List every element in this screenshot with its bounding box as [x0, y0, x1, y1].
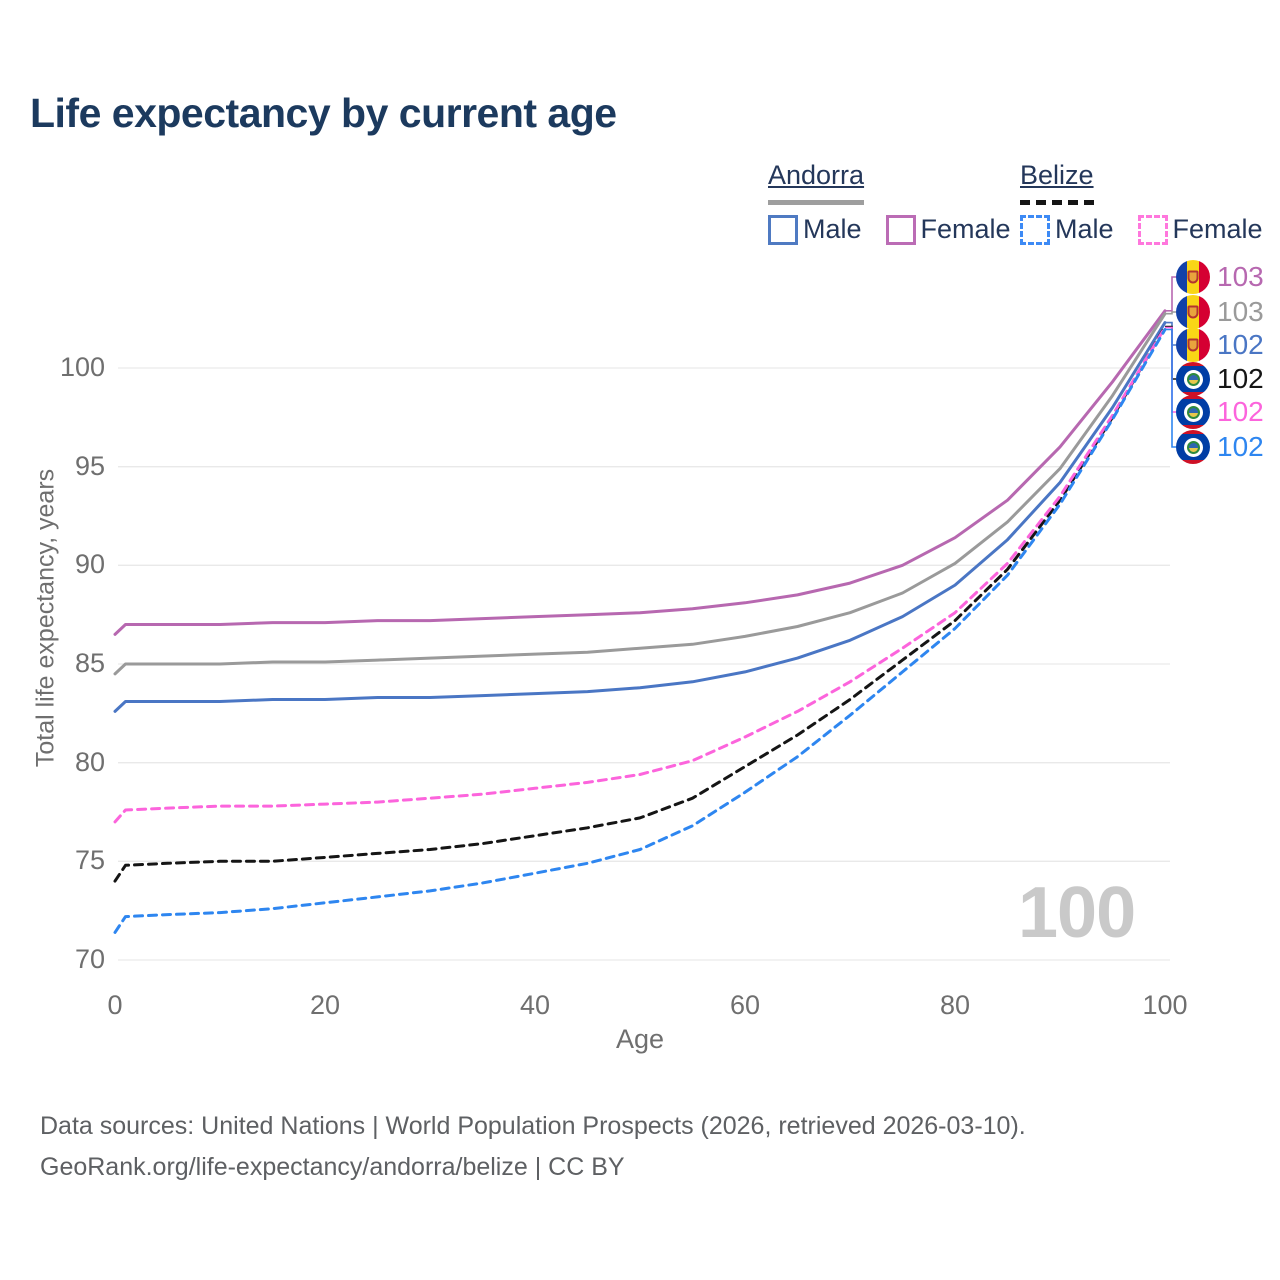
andorra-flag-icon [1176, 295, 1210, 329]
belize-male-swatch-icon [1020, 214, 1050, 245]
y-tick-95: 95 [74, 450, 105, 481]
series-line-belize-male [113, 328, 1167, 934]
end-value: 102 [1217, 396, 1264, 427]
end-label-belize-female: 102 [1176, 395, 1264, 429]
legend-group-belize: Belize Male Female [1020, 160, 1263, 245]
y-tick-80: 80 [74, 746, 105, 777]
belize-wreath [1186, 440, 1200, 454]
y-tick-90: 90 [74, 549, 105, 580]
andorra-flag-icon [1176, 260, 1210, 294]
andorra-crest [1187, 305, 1199, 319]
belize-emblem [1183, 369, 1203, 389]
legend-label: Male [803, 214, 862, 244]
end-value: 102 [1217, 431, 1264, 462]
legend-country-underline-andorra: Andorra [768, 160, 865, 205]
leader-line [1165, 276, 1176, 312]
belize-female-swatch-icon [1137, 214, 1168, 245]
end-value: 102 [1217, 329, 1264, 360]
y-tick-75: 75 [74, 845, 105, 876]
legend-item-andorra-female[interactable]: Female [885, 214, 1011, 245]
x-tick-0: 0 [107, 990, 123, 1020]
andorra-crest [1187, 338, 1199, 352]
leader-line [1165, 325, 1176, 380]
series-line-andorra-both-sexes [113, 312, 1167, 676]
leader-line [1165, 326, 1176, 413]
series-line-belize-female [113, 326, 1167, 824]
legend-country-andorra[interactable]: Andorra [768, 160, 865, 190]
andorra-female-swatch-icon [885, 214, 916, 245]
series-line-andorra-female [113, 309, 1167, 636]
legend-label: Male [1055, 214, 1114, 244]
end-label-andorra-male: 102 [1176, 328, 1264, 362]
andorra-male-swatch-icon [768, 214, 798, 245]
andorra-crest [1187, 270, 1199, 284]
x-tick-40: 40 [519, 990, 551, 1020]
legend-item-belize-male[interactable]: Male [1020, 214, 1114, 245]
x-axis-title: Age [615, 1024, 665, 1054]
belize-emblem [1183, 402, 1203, 422]
legend-item-belize-female[interactable]: Female [1137, 214, 1263, 245]
x-tick-100: 100 [1142, 990, 1188, 1020]
end-label-belize-male: 102 [1176, 430, 1264, 464]
belize-flag-icon [1176, 362, 1210, 396]
belize-wreath [1186, 405, 1200, 419]
legend-country-underline-belize: Belize [1020, 160, 1094, 205]
leader-line [1165, 311, 1176, 315]
belize-wreath [1186, 372, 1200, 386]
legend-group-andorra: Andorra Male Female [768, 160, 1011, 245]
legend-label: Female [920, 214, 1011, 244]
end-label-belize-both-sexes: 102 [1176, 362, 1264, 396]
end-value: 103 [1217, 296, 1264, 327]
series-line-belize-both-sexes [113, 325, 1167, 883]
legend-item-andorra-male[interactable]: Male [768, 214, 862, 245]
end-value: 103 [1217, 261, 1264, 292]
x-tick-60: 60 [729, 990, 761, 1020]
x-tick-80: 80 [939, 990, 971, 1020]
legend-label: Female [1172, 214, 1263, 244]
footer: Data sources: United Nations | World Pop… [40, 1106, 1026, 1188]
x-tick-20: 20 [309, 990, 341, 1020]
footer-attribution: GeoRank.org/life-expectancy/andorra/beli… [40, 1153, 625, 1181]
andorra-flag-icon [1176, 328, 1210, 362]
belize-emblem [1183, 437, 1203, 457]
page-title: Life expectancy by current age [30, 90, 617, 136]
end-label-andorra-both-sexes: 103 [1176, 295, 1264, 329]
leader-line [1165, 328, 1176, 448]
belize-flag-icon [1176, 430, 1210, 464]
footer-sources: Data sources: United Nations | World Pop… [40, 1112, 1026, 1140]
end-label-andorra-female: 103 [1176, 260, 1264, 294]
end-value: 102 [1217, 363, 1264, 394]
y-tick-85: 85 [74, 648, 105, 678]
legend-country-belize[interactable]: Belize [1020, 160, 1094, 190]
belize-flag-icon [1176, 395, 1210, 429]
y-tick-100: 100 [59, 352, 105, 382]
age-watermark: 100 [1018, 873, 1136, 953]
y-tick-70: 70 [74, 944, 105, 974]
series-line-andorra-male [113, 321, 1167, 713]
